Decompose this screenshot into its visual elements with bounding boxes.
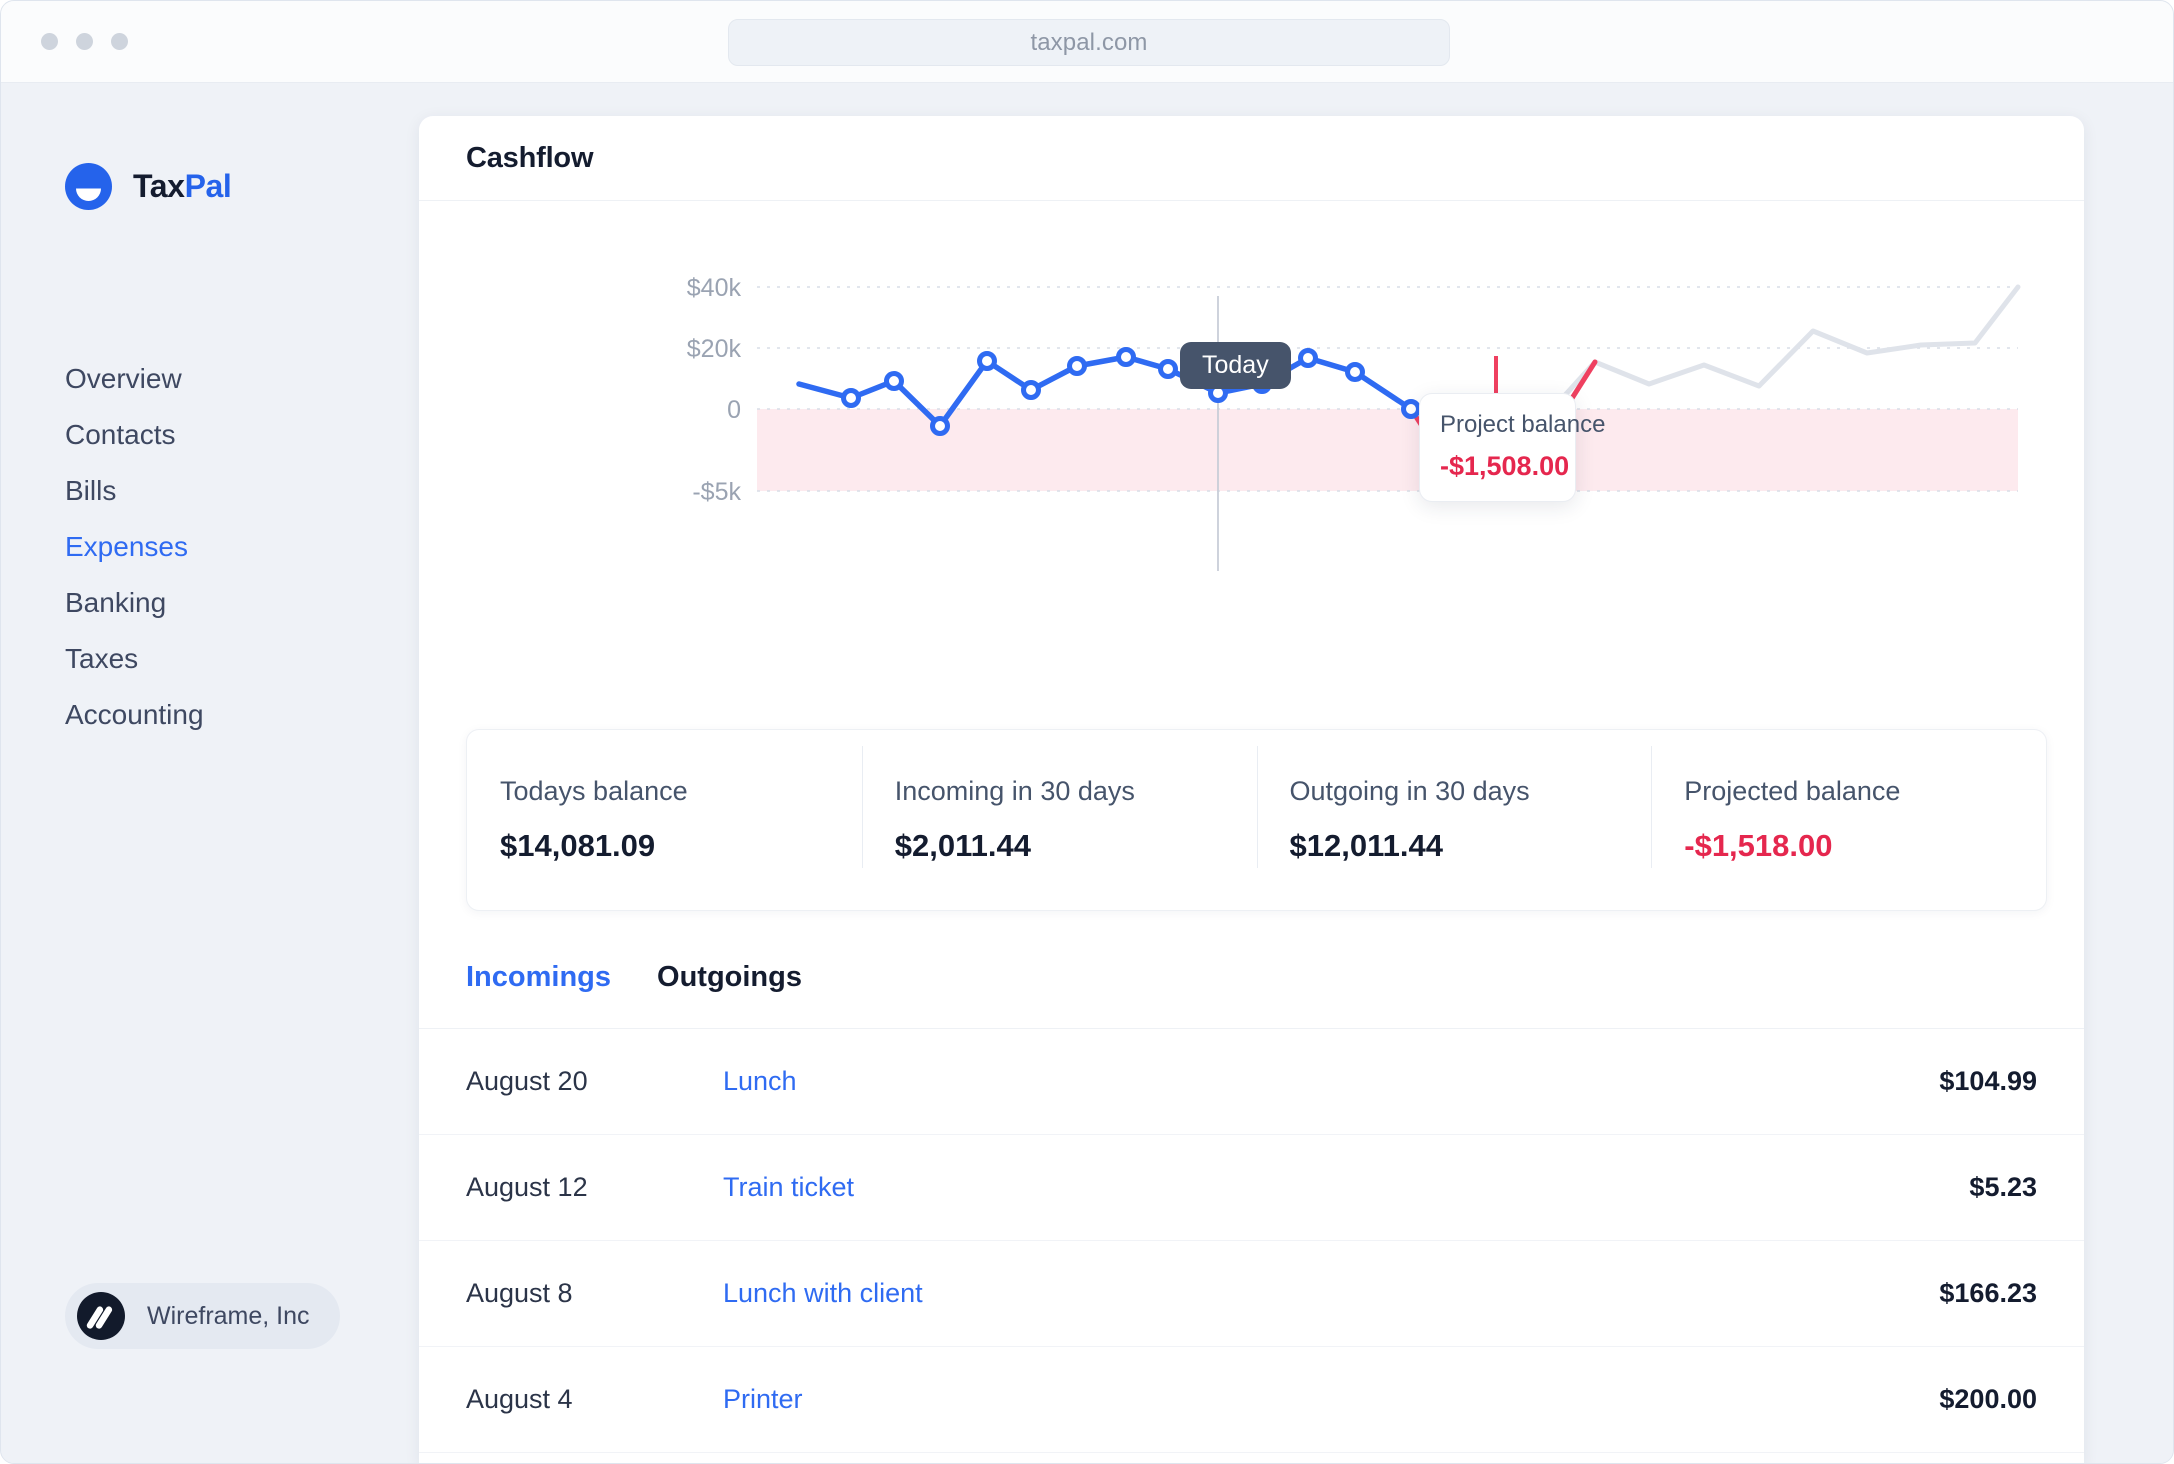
tab-outgoings[interactable]: Outgoings <box>657 961 802 993</box>
tooltip-label: Project balance <box>1440 411 1606 438</box>
ytick-0: 0 <box>727 396 741 424</box>
project-balance-tooltip: Project balance -$1,508.00 <box>1419 393 1606 502</box>
stat-label: Outgoing in 30 days <box>1289 776 1530 806</box>
brand[interactable]: TaxPal <box>65 163 232 210</box>
series-history-markers <box>841 347 1421 436</box>
sidebar-item-banking[interactable]: Banking <box>65 587 167 618</box>
transaction-date: August 4 <box>466 1384 573 1414</box>
stat-value: $12,011.44 <box>1289 828 1443 863</box>
stat-todays-balance: Todays balance $14,081.09 <box>467 776 862 864</box>
close-window-button[interactable] <box>41 33 58 50</box>
app-body: TaxPal Overview Contacts Bills Expenses … <box>1 83 2173 1463</box>
url-input[interactable]: taxpal.com <box>728 19 1450 66</box>
sidebar-nav: Overview Contacts Bills Expenses Banking… <box>65 351 204 743</box>
transaction-tabs: Incomings Outgoings <box>466 961 802 994</box>
organization-name: Wireframe, Inc <box>147 1301 310 1330</box>
stats-summary: Todays balance $14,081.09 Incoming in 30… <box>466 729 2047 911</box>
ytick-neg5k: -$5k <box>692 478 741 506</box>
today-badge: Today <box>1180 342 1291 389</box>
sidebar-item-overview[interactable]: Overview <box>65 363 182 394</box>
series-future-projection <box>1535 284 2021 428</box>
table-row[interactable]: July 29 Coffee with client $6.00 <box>419 1453 2084 1463</box>
brand-name-dark: Tax <box>133 168 185 204</box>
table-row[interactable]: August 20 Lunch $104.99 <box>419 1029 2084 1135</box>
stat-label: Projected balance <box>1684 776 1901 806</box>
transaction-date: August 8 <box>466 1278 573 1308</box>
transaction-amount: $5.23 <box>1969 1172 2037 1202</box>
ytick-20k: $20k <box>687 335 742 363</box>
table-row[interactable]: August 4 Printer $200.00 <box>419 1347 2084 1453</box>
sidebar: TaxPal Overview Contacts Bills Expenses … <box>1 83 419 1463</box>
ytick-40k: $40k <box>687 274 742 302</box>
sidebar-item-taxes[interactable]: Taxes <box>65 643 139 674</box>
stat-value: $14,081.09 <box>500 828 656 863</box>
minimize-window-button[interactable] <box>76 33 93 50</box>
transaction-description[interactable]: Train ticket <box>723 1172 855 1202</box>
stat-label: Incoming in 30 days <box>894 776 1135 806</box>
taxpal-logo-icon <box>65 163 112 210</box>
brand-name: TaxPal <box>133 168 232 205</box>
stat-label: Todays balance <box>500 776 688 806</box>
table-row[interactable]: August 12 Train ticket $5.23 <box>419 1135 2084 1241</box>
wireframe-logo-icon <box>77 1292 125 1340</box>
transactions-table: August 20 Lunch $104.99 August 12 Train … <box>419 1029 2084 1463</box>
stat-outgoing-30-days: Outgoing in 30 days $12,011.44 <box>1256 746 1652 868</box>
transaction-amount: $104.99 <box>1939 1066 2037 1096</box>
page-title: Cashflow <box>466 141 594 174</box>
transaction-description[interactable]: Lunch with client <box>723 1278 923 1308</box>
cashflow-card: Cashflow $40k $20k <box>419 116 2084 1463</box>
url-text: taxpal.com <box>1030 28 1148 56</box>
transaction-date: August 20 <box>466 1066 588 1096</box>
tooltip-value: -$1,508.00 <box>1440 451 1570 481</box>
brand-name-accent: Pal <box>184 168 232 204</box>
table-divider <box>419 1028 2084 1029</box>
transaction-description[interactable]: Printer <box>723 1384 803 1414</box>
cashflow-chart: $40k $20k 0 -$5k <box>419 201 2084 641</box>
stat-incoming-30-days: Incoming in 30 days $2,011.44 <box>861 746 1257 868</box>
sidebar-item-accounting[interactable]: Accounting <box>65 699 204 730</box>
sidebar-item-bills[interactable]: Bills <box>65 475 117 506</box>
sidebar-item-contacts[interactable]: Contacts <box>65 419 176 450</box>
transaction-date: August 12 <box>466 1172 588 1202</box>
negative-band <box>757 409 2018 491</box>
card-header: Cashflow <box>419 116 2084 201</box>
sidebar-item-expenses[interactable]: Expenses <box>65 531 188 562</box>
maximize-window-button[interactable] <box>111 33 128 50</box>
organization-badge[interactable]: Wireframe, Inc <box>65 1283 340 1349</box>
window-controls <box>41 33 128 50</box>
browser-chrome: taxpal.com <box>1 1 2173 83</box>
transaction-amount: $200.00 <box>1939 1384 2037 1414</box>
tab-incomings[interactable]: Incomings <box>466 961 612 993</box>
chart-gridlines <box>757 286 2018 492</box>
stat-value: $2,011.44 <box>894 828 1031 863</box>
table-row[interactable]: August 8 Lunch with client $166.23 <box>419 1241 2084 1347</box>
stat-value: -$1,518.00 <box>1684 828 1833 863</box>
transaction-amount: $166.23 <box>1939 1278 2037 1308</box>
transaction-description[interactable]: Lunch <box>723 1066 797 1096</box>
stat-projected-balance: Projected balance -$1,518.00 <box>1651 746 2046 868</box>
cashflow-chart-svg: $40k $20k 0 -$5k <box>687 274 2021 571</box>
